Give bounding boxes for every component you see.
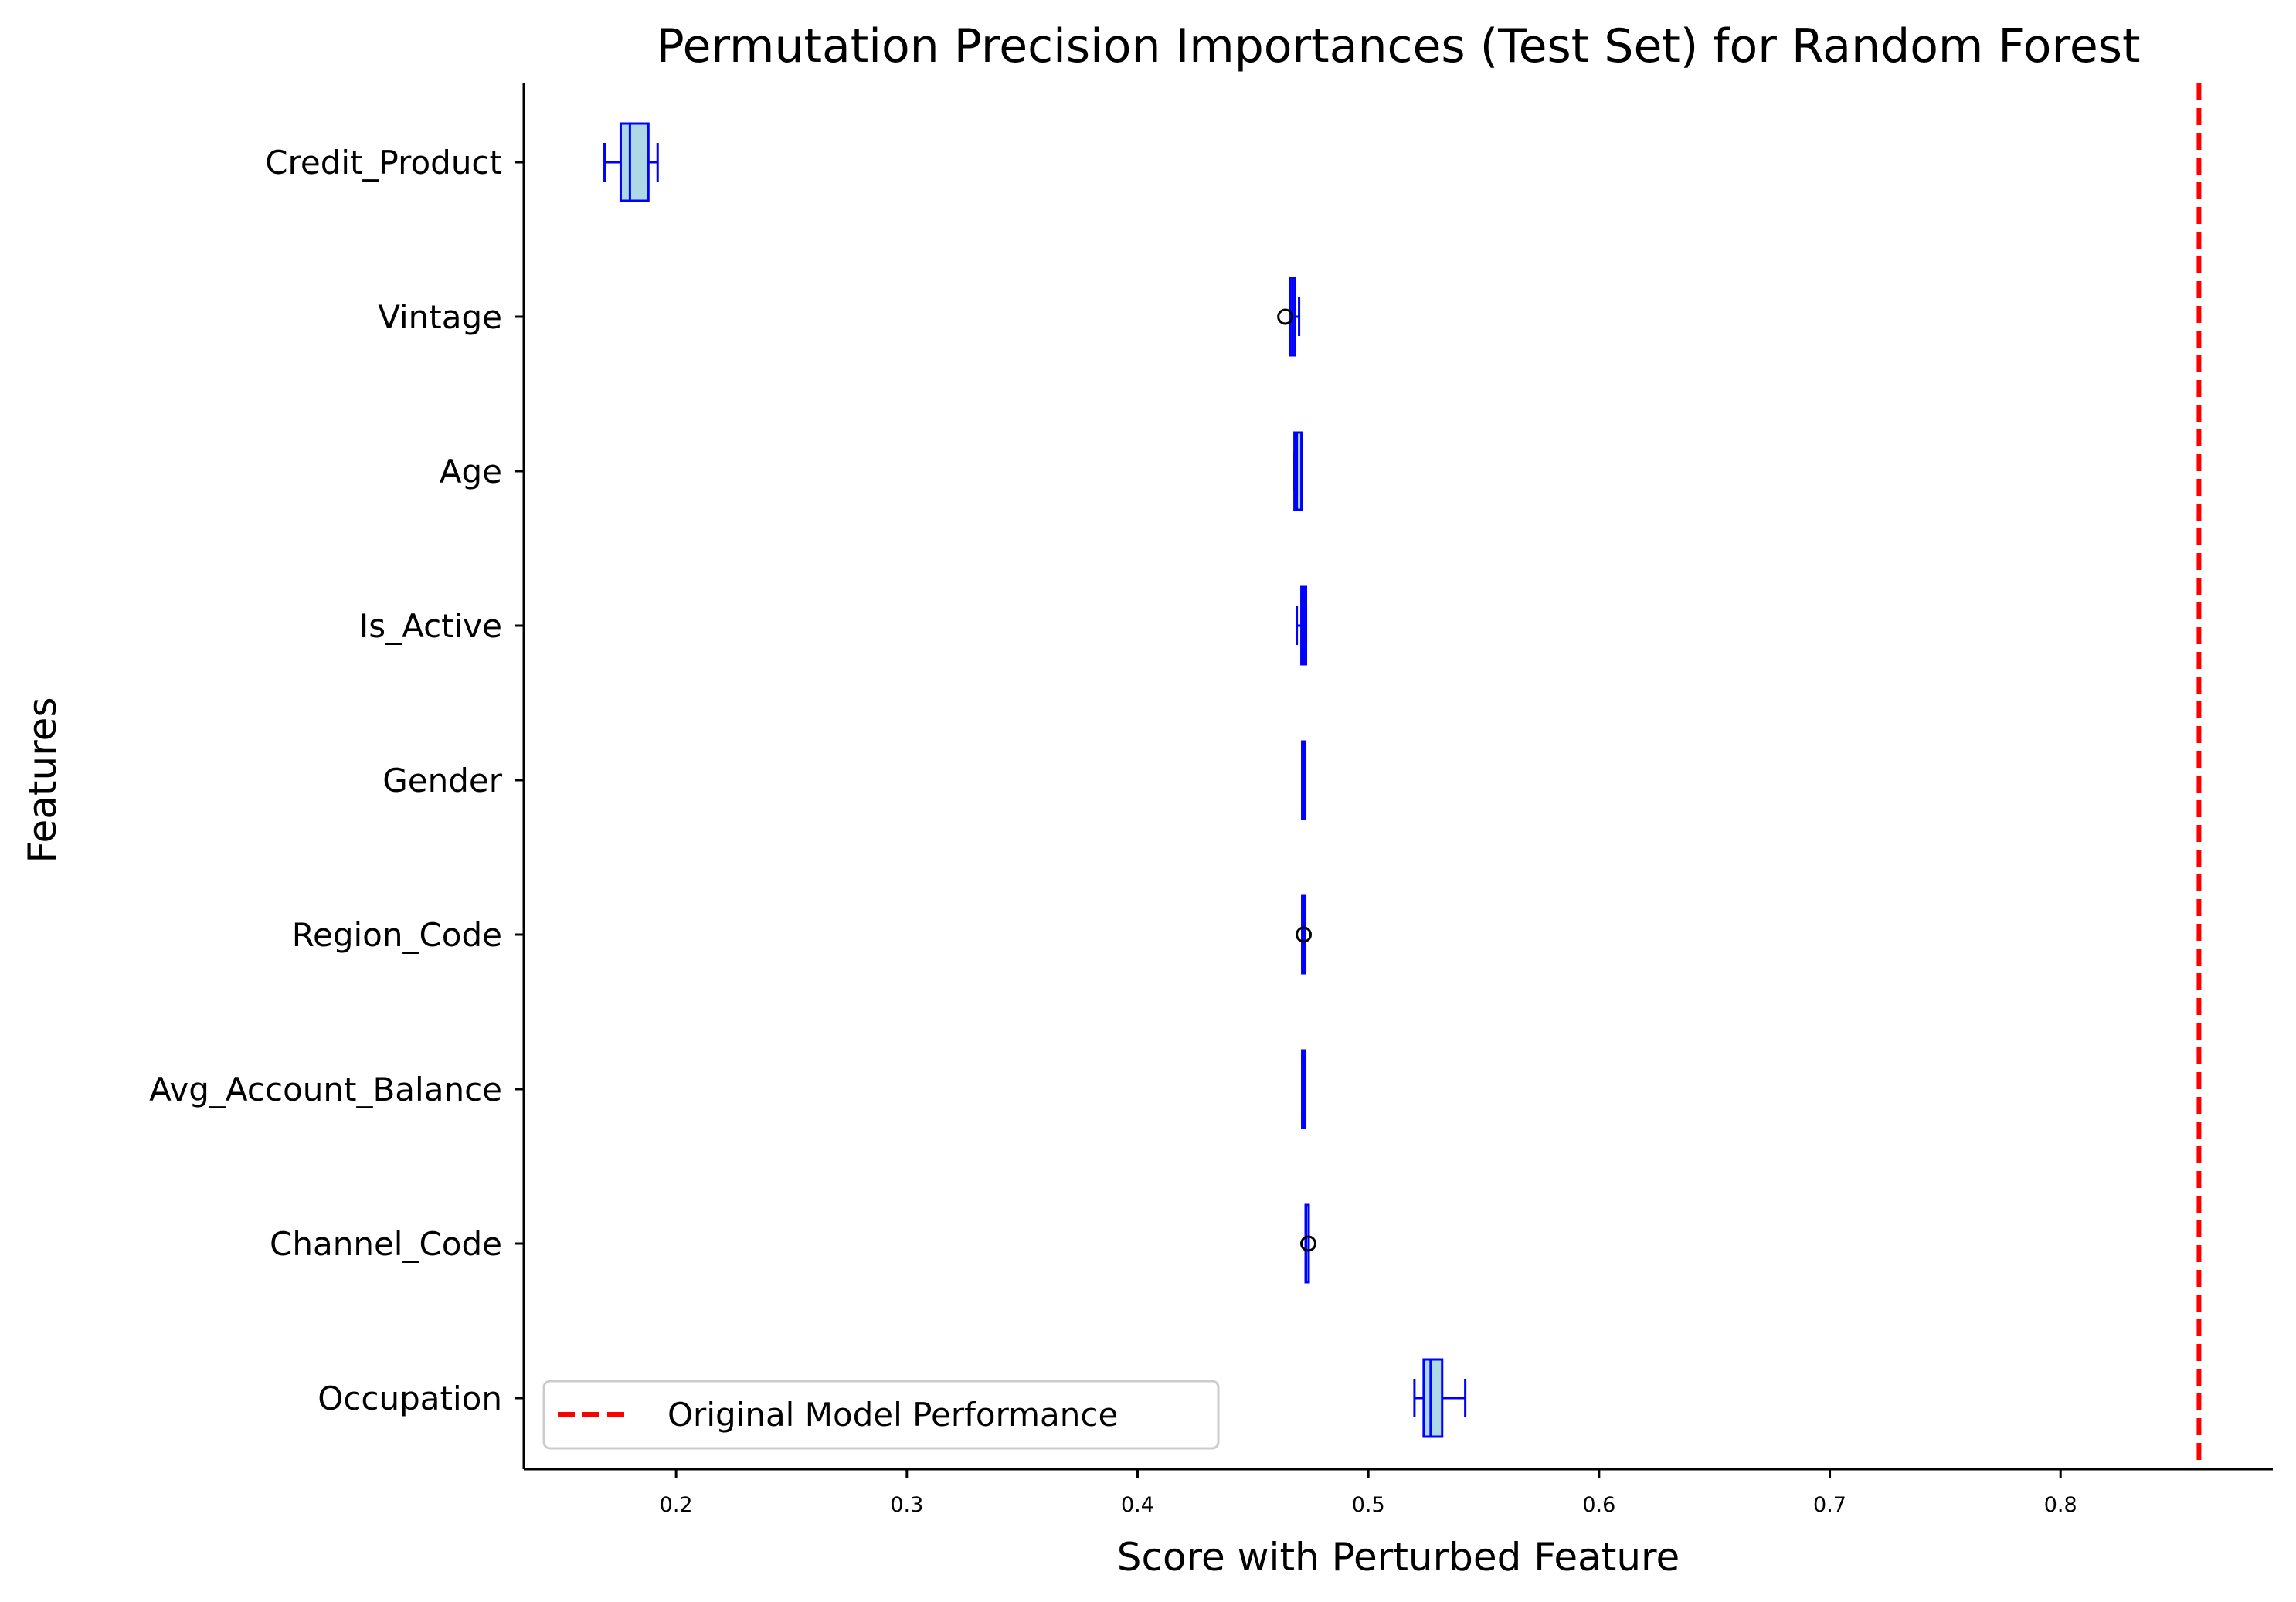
- y-tick-label: Region_Code: [292, 916, 502, 954]
- box-Vintage: [1277, 277, 1301, 357]
- x-tick-label: 0.5: [1352, 1493, 1385, 1517]
- x-tick-label: 0.2: [660, 1493, 693, 1517]
- x-tick-label: 0.3: [890, 1493, 923, 1517]
- y-axis-categories: Credit_Product Vintage Age Is_Active Gender R…: [149, 144, 524, 1417]
- y-tick-label: Avg_Account_Balance: [149, 1071, 502, 1108]
- x-tick-label: 0.4: [1121, 1493, 1154, 1517]
- box-Region_Code: [1296, 894, 1313, 975]
- box-Is_Active: [1296, 585, 1308, 666]
- y-tick-label: Credit_Product: [265, 144, 502, 182]
- box-Age: [1293, 431, 1303, 511]
- x-tick-label: 0.7: [1813, 1493, 1846, 1517]
- box-Occupation: [1413, 1358, 1467, 1438]
- box-iqr: [619, 122, 650, 202]
- y-tick-label: Is_Active: [359, 607, 502, 645]
- box-iqr: [1422, 1358, 1444, 1438]
- x-axis-ticks: 0.2 0.3 0.4 0.5 0.6 0.7 0.8: [660, 1469, 2077, 1517]
- box-Credit_Product: [603, 122, 659, 202]
- outlier-point: [1277, 308, 1294, 325]
- legend-label: Original Model Performance: [667, 1396, 1118, 1434]
- x-tick-label: 0.6: [1582, 1493, 1615, 1517]
- y-tick-label: Vintage: [378, 298, 502, 336]
- y-tick-label: Occupation: [318, 1380, 502, 1417]
- legend: Original Model Performance: [542, 1380, 1220, 1450]
- legend-frame: [542, 1380, 1220, 1450]
- box-Avg_Account_Balance: [1301, 1049, 1307, 1129]
- box-Channel_Code: [1300, 1203, 1317, 1284]
- box-Gender: [1301, 740, 1307, 820]
- y-axis-title: Features: [20, 697, 65, 864]
- box-group: [603, 122, 1467, 1438]
- y-tick-label: Age: [440, 453, 502, 490]
- outlier-point: [1300, 1235, 1317, 1252]
- y-tick-label: Channel_Code: [270, 1225, 502, 1263]
- chart-title: Permutation Precision Importances (Test …: [656, 19, 2140, 73]
- y-tick-label: Gender: [382, 762, 503, 799]
- x-tick-label: 0.8: [2044, 1493, 2077, 1517]
- outlier-point: [1296, 926, 1313, 943]
- x-axis-title: Score with Perturbed Feature: [1117, 1535, 1680, 1580]
